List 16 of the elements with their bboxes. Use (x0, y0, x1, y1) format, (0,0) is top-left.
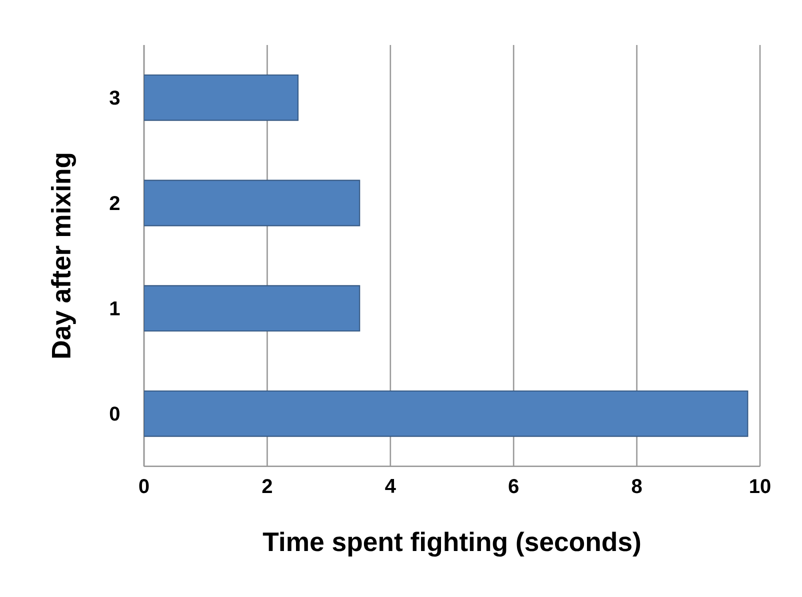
bar (144, 285, 360, 332)
bar (144, 74, 299, 121)
x-tick-label: 8 (632, 479, 642, 494)
y-tick-label: 2 (110, 196, 120, 210)
bar (144, 390, 748, 437)
y-tick-label: 1 (110, 301, 120, 316)
y-tick-label: 3 (110, 90, 120, 105)
x-tick-label: 6 (508, 479, 518, 494)
x-tick-label: 2 (262, 479, 272, 494)
x-tick-label: 4 (385, 479, 396, 493)
y-axis-title: Day after mixing (51, 154, 76, 358)
bar (144, 180, 360, 226)
x-tick-label: 0 (139, 479, 149, 494)
x-axis-title: Time spent fighting (seconds) (262, 532, 640, 557)
x-tick-label: 10 (750, 479, 770, 494)
y-tick-label: 0 (110, 406, 120, 421)
